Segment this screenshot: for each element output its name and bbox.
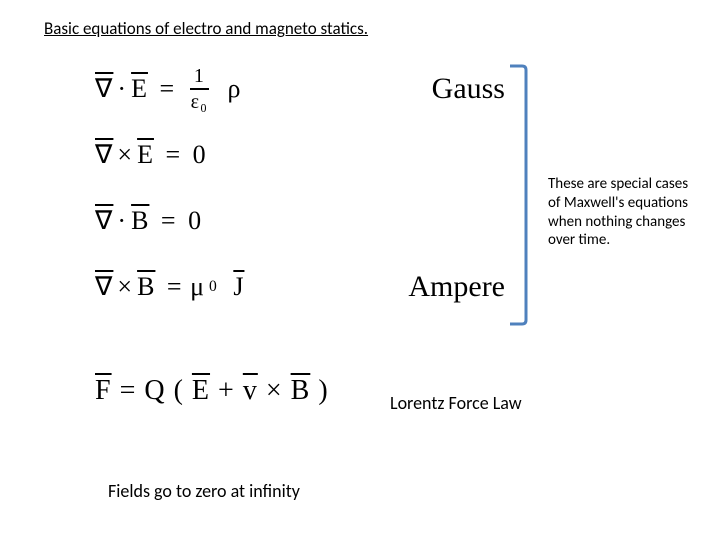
annotation-line1: These are special cases <box>548 175 688 193</box>
maxwell-equations-block: ∇·E = 1ε₀ ρ Gauss ∇×E = 0 ∇·B = 0 ∇×B = … <box>95 60 515 324</box>
boundary-condition-text: Fields go to zero at infinity <box>108 480 300 502</box>
div-b-row: ∇·B = 0 <box>95 192 515 250</box>
lorentz-equation: F = Q ( E + v × B ) <box>95 375 329 407</box>
annotation-line2: of Maxwell's equations <box>548 194 688 212</box>
curl-e-row: ∇×E = 0 <box>95 126 515 184</box>
gauss-den: ε₀ <box>187 90 212 112</box>
gauss-rho: ρ <box>228 74 242 104</box>
gauss-e-equation: ∇·E = 1ε₀ ρ <box>95 66 242 112</box>
slide-title: Basic equations of electro and magneto s… <box>44 18 368 39</box>
annotation-line3: when nothing changes <box>548 213 685 231</box>
gauss-num: 1 <box>190 66 209 90</box>
lorentz-label: Lorentz Force Law <box>390 392 522 414</box>
gauss-e-row: ∇·E = 1ε₀ ρ Gauss <box>95 60 515 118</box>
ampere-equation: ∇×B = μ0 J <box>95 272 244 302</box>
lorentz-equation-block: F = Q ( E + v × B ) <box>95 375 329 407</box>
div-b-rhs: 0 <box>188 206 202 236</box>
ampere-row: ∇×B = μ0 J Ampere <box>95 258 515 316</box>
annotation-line4: over time. <box>548 231 610 249</box>
bracket-icon <box>510 64 528 326</box>
curl-e-rhs: 0 <box>193 140 207 170</box>
div-b-equation: ∇·B = 0 <box>95 206 202 236</box>
maxwell-annotation: These are special cases of Maxwell's equ… <box>548 175 718 250</box>
ampere-label: Ampere <box>408 270 515 304</box>
gauss-label: Gauss <box>432 72 515 106</box>
curl-e-equation: ∇×E = 0 <box>95 140 207 170</box>
